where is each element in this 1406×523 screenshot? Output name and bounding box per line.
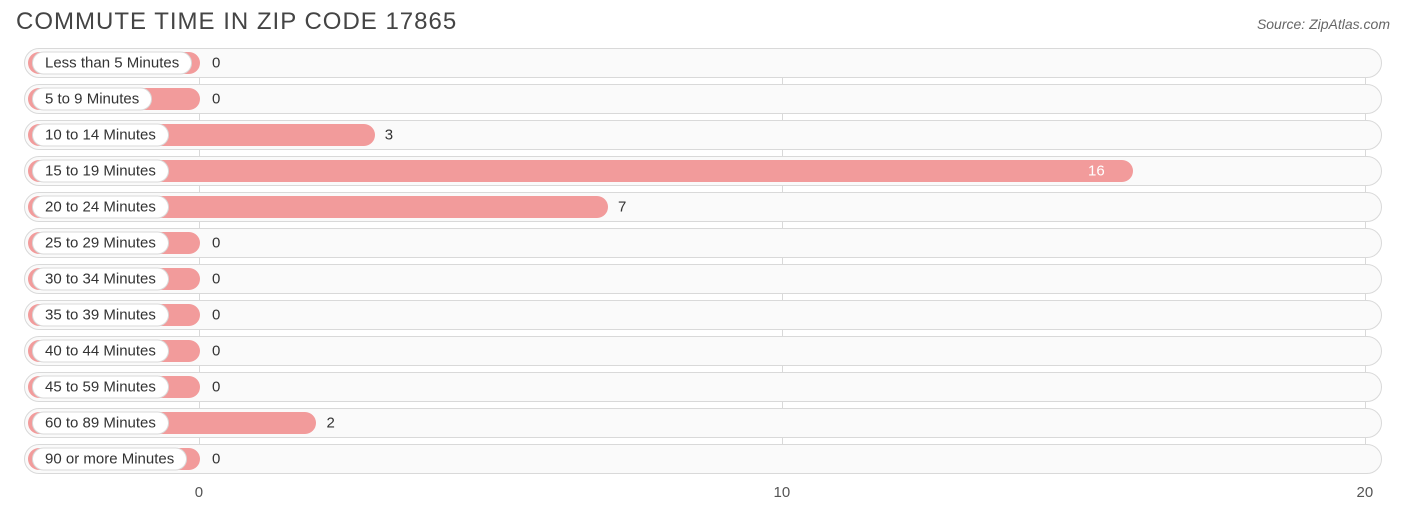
value-label: 0 <box>212 91 220 108</box>
value-label: 3 <box>385 127 393 144</box>
chart-container: COMMUTE TIME IN ZIP CODE 17865 Source: Z… <box>0 0 1406 523</box>
category-label: 15 to 19 Minutes <box>32 160 169 183</box>
chart-title: COMMUTE TIME IN ZIP CODE 17865 <box>16 8 457 36</box>
bar-row: 20 to 24 Minutes 7 <box>24 192 1382 222</box>
value-label: 0 <box>212 343 220 360</box>
category-label: Less than 5 Minutes <box>32 52 192 75</box>
x-tick-label: 0 <box>195 484 203 501</box>
x-tick-label: 10 <box>774 484 791 501</box>
value-label: 0 <box>212 451 220 468</box>
value-label: 0 <box>212 235 220 252</box>
category-label: 35 to 39 Minutes <box>32 304 169 327</box>
bar-row: 60 to 89 Minutes 2 <box>24 408 1382 438</box>
bar-row: Less than 5 Minutes 0 <box>24 48 1382 78</box>
plot: Less than 5 Minutes 0 5 to 9 Minutes 0 10 to… <box>24 48 1382 474</box>
bar-row: 35 to 39 Minutes 0 <box>24 300 1382 330</box>
category-label: 30 to 34 Minutes <box>32 268 169 291</box>
value-label: 7 <box>618 199 626 216</box>
bar-row: 10 to 14 Minutes 3 <box>24 120 1382 150</box>
bar-row: 5 to 9 Minutes 0 <box>24 84 1382 114</box>
x-axis: 0 10 20 <box>24 480 1382 506</box>
category-label: 10 to 14 Minutes <box>32 124 169 147</box>
category-label: 20 to 24 Minutes <box>32 196 169 219</box>
category-label: 25 to 29 Minutes <box>32 232 169 255</box>
bar-row: 45 to 59 Minutes 0 <box>24 372 1382 402</box>
value-label: 0 <box>212 379 220 396</box>
bar-row: 25 to 29 Minutes 0 <box>24 228 1382 258</box>
category-label: 5 to 9 Minutes <box>32 88 152 111</box>
value-label: 0 <box>212 271 220 288</box>
value-label: 0 <box>212 307 220 324</box>
category-label: 40 to 44 Minutes <box>32 340 169 363</box>
value-label: 2 <box>326 415 334 432</box>
header: COMMUTE TIME IN ZIP CODE 17865 Source: Z… <box>12 8 1394 48</box>
bar-row: 90 or more Minutes 0 <box>24 444 1382 474</box>
bar-row: 30 to 34 Minutes 0 <box>24 264 1382 294</box>
chart-area: Less than 5 Minutes 0 5 to 9 Minutes 0 10 to… <box>12 48 1394 506</box>
bar-row: 15 to 19 Minutes 16 <box>24 156 1382 186</box>
category-label: 60 to 89 Minutes <box>32 412 169 435</box>
chart-source: Source: ZipAtlas.com <box>1257 16 1390 32</box>
category-label: 45 to 59 Minutes <box>32 376 169 399</box>
x-tick-label: 20 <box>1357 484 1374 501</box>
value-label: 16 <box>1088 163 1105 180</box>
bar-row: 40 to 44 Minutes 0 <box>24 336 1382 366</box>
category-label: 90 or more Minutes <box>32 448 187 471</box>
value-label: 0 <box>212 55 220 72</box>
bar <box>28 160 1133 182</box>
